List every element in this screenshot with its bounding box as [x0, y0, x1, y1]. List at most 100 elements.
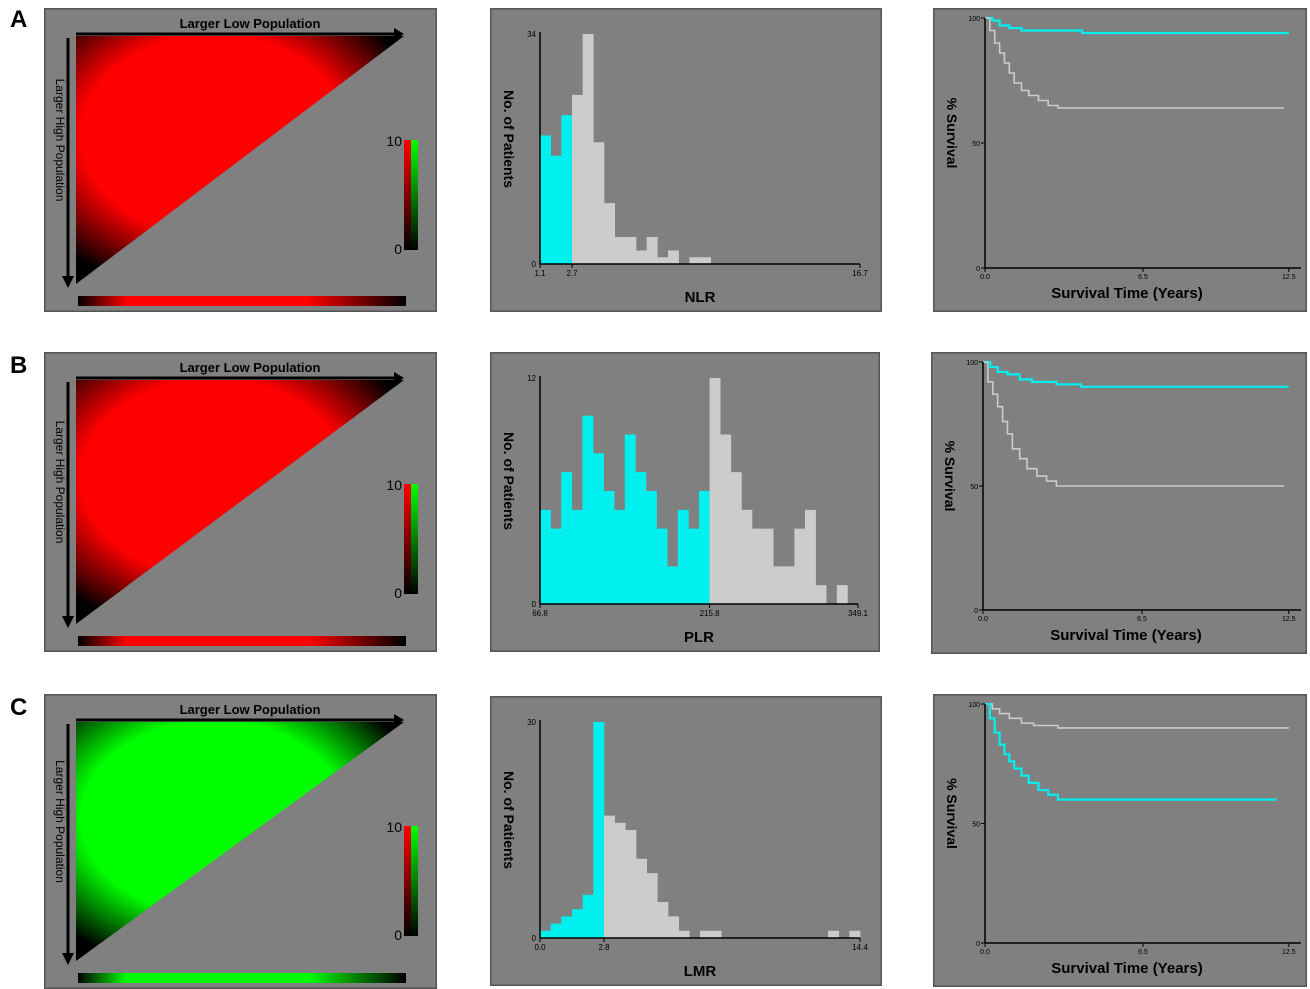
scale-bar-green	[411, 826, 418, 936]
scale-bar-green	[411, 484, 418, 594]
y-tick-label: 34	[527, 30, 536, 39]
histogram-bar	[677, 509, 689, 604]
histogram-bar	[614, 822, 626, 938]
histogram-bar	[550, 155, 562, 264]
survival-panel-b: 0 50 100 0.0 6.5 12.5 Survival Time (Years) % S…	[931, 352, 1307, 654]
survival-curve-cyan	[985, 702, 1277, 801]
panel-background	[490, 352, 880, 652]
x-tick-label: 0.0	[978, 616, 988, 623]
histogram-panel-a: 34 01.1 2.7 16.7 NLR No. of Patients	[490, 8, 882, 312]
histogram-bar	[720, 434, 732, 604]
y-tick-label: 0	[974, 608, 978, 615]
x-tick-label: 66.8	[532, 609, 548, 618]
left-arrow-head	[62, 953, 74, 965]
top-arrow-label: Larger Low Population	[180, 16, 321, 31]
left-arrow-head	[62, 616, 74, 628]
row-label-a: A	[10, 6, 28, 33]
histogram-bar	[572, 909, 583, 938]
histogram-bar	[849, 930, 861, 938]
survival-curve-gray	[983, 361, 1284, 487]
x-axis-label: Survival Time (Years)	[1050, 627, 1201, 644]
histogram-bar	[625, 830, 637, 938]
top-arrow-head	[394, 372, 404, 384]
survival-panel-c: 0 50 100 0.0 6.5 12.5 Survival Time (Years) % S…	[933, 694, 1307, 987]
x-tick-label: 12.5	[1282, 949, 1296, 956]
survival-curve-cyan	[983, 360, 1289, 388]
histogram-bar	[636, 858, 647, 938]
x-tick-label: 6.5	[1138, 949, 1148, 956]
left-arrow-label: Larger High Population	[53, 760, 67, 883]
histogram-bar	[657, 257, 669, 264]
histogram-bar	[657, 902, 669, 938]
scale-min-label: 0	[394, 927, 402, 943]
survival-panel-a: 0 50 100 0.0 6.5 12.5 Survival Time (Years) % S…	[933, 8, 1307, 312]
histogram-bar	[540, 930, 551, 938]
left-arrow-head	[62, 276, 74, 288]
histogram-bar	[614, 236, 626, 264]
x-tick-label: 6.5	[1137, 616, 1147, 623]
histogram-bar	[709, 378, 721, 604]
histogram-bar	[668, 916, 679, 938]
scale-max-label: 10	[386, 477, 402, 493]
heatmap-triangle	[76, 722, 404, 961]
row-label-b: B	[10, 352, 28, 379]
histogram-bar	[582, 415, 594, 604]
panel-background	[933, 8, 1307, 312]
panel-background	[490, 696, 882, 986]
bottom-strip	[78, 636, 406, 646]
left-arrow-label: Larger High Population	[53, 421, 67, 544]
histogram-bar	[730, 472, 742, 604]
histogram-bar	[773, 566, 785, 604]
y-tick-label: 12	[527, 374, 536, 383]
y-tick-label: 100	[968, 16, 980, 23]
histogram-bar	[741, 509, 753, 604]
heatmap-panel-c: Larger Low Population Larger High Populat…	[44, 694, 437, 989]
histogram-bar	[762, 528, 774, 604]
row-label-c: C	[10, 694, 28, 721]
panel-background	[933, 694, 1307, 987]
heatmap-panel-a: Larger Low Population Larger High Populat…	[44, 8, 437, 312]
y-tick-label: 50	[970, 484, 978, 491]
x-axis-label: Survival Time (Years)	[1051, 960, 1202, 977]
histogram-bar	[828, 930, 839, 938]
histogram-bar	[550, 923, 562, 938]
histogram-bar	[700, 257, 711, 264]
histogram-bar	[561, 916, 573, 938]
survival-curve-gray	[985, 17, 1284, 109]
scale-bar-red	[404, 826, 411, 936]
x-axis-label: NLR	[685, 289, 716, 306]
y-axis-label: No. of Patients	[501, 90, 517, 188]
histogram-bar	[678, 930, 690, 938]
x-tick-label: 215.8	[700, 609, 721, 618]
histogram-bar	[836, 585, 848, 604]
histogram-bar	[561, 115, 573, 264]
y-tick-label: 0	[976, 941, 980, 948]
x-tick-label: 2.8	[598, 943, 610, 952]
y-tick-label: 0	[532, 934, 537, 943]
histogram-bar	[561, 472, 573, 604]
y-axis-label: % Survival	[942, 441, 958, 512]
scale-min-label: 0	[394, 585, 402, 601]
left-arrow-label: Larger High Population	[53, 79, 67, 202]
y-tick-label: 0	[976, 266, 980, 273]
histogram-bar	[593, 453, 604, 604]
panel-background	[931, 352, 1307, 654]
x-axis-label: PLR	[684, 629, 714, 646]
x-tick-label: 0.0	[980, 274, 990, 281]
x-tick-label: 0.0	[980, 949, 990, 956]
x-tick-label: 349.1	[848, 609, 869, 618]
scale-bar-green	[411, 140, 418, 250]
histogram-bar	[646, 491, 657, 604]
histogram-bar	[646, 873, 658, 938]
histogram-bar	[582, 34, 594, 264]
heatmap-triangle	[76, 380, 404, 624]
bottom-strip	[78, 973, 406, 983]
histogram-bar	[625, 236, 637, 264]
histogram-bar	[636, 250, 647, 264]
histogram-bar	[656, 528, 668, 604]
scale-bar-red	[404, 140, 411, 250]
x-tick-label: 0.0	[534, 943, 546, 952]
x-tick-label: 2.7	[566, 269, 578, 278]
heatmap-panel-b: Larger Low Population Larger High Populat…	[44, 352, 437, 652]
top-arrow-head	[394, 714, 404, 726]
